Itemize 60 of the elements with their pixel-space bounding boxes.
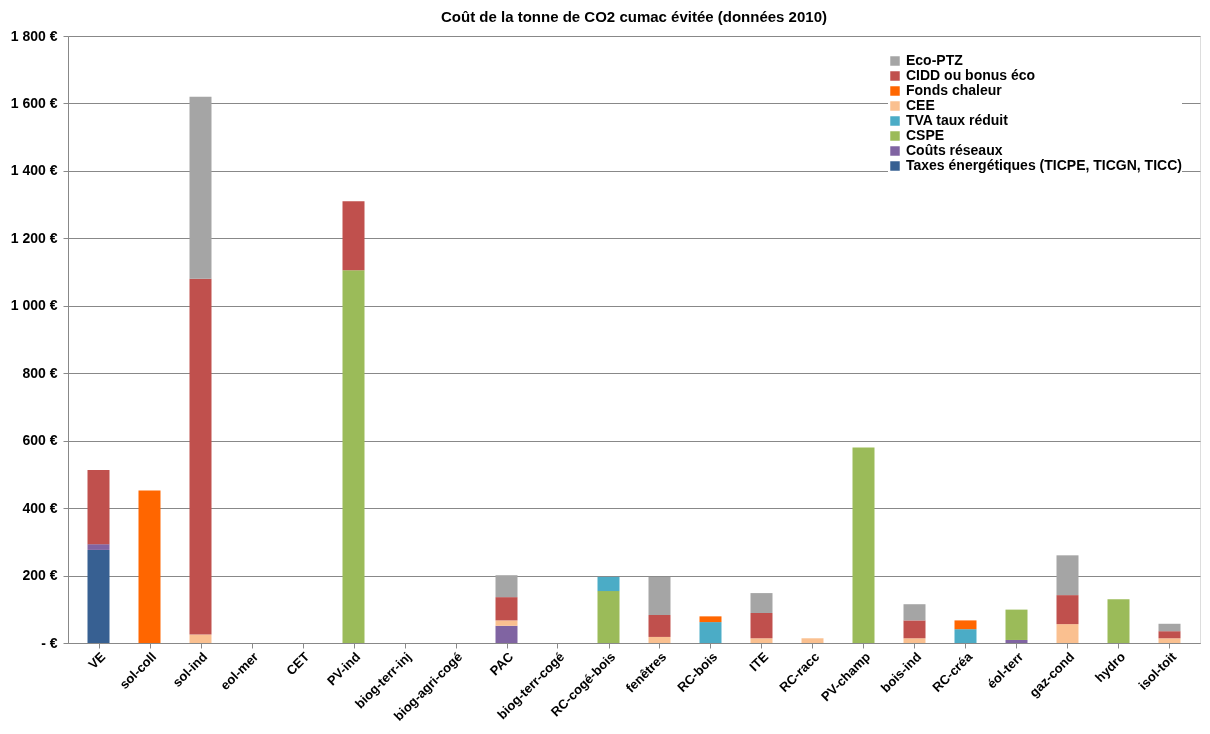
legend-label: CEE [906, 97, 935, 113]
bar [954, 629, 977, 643]
x-tick-label: VE [85, 648, 109, 672]
y-tick-label: 1 600 € [10, 94, 58, 111]
y-tick-label: 800 € [22, 364, 58, 381]
y-tick-label: - € [41, 634, 58, 651]
bar [699, 616, 722, 623]
bar [87, 544, 110, 550]
bar [903, 638, 926, 643]
bar [87, 470, 110, 545]
bar [495, 625, 518, 643]
bar [1158, 638, 1181, 643]
y-tick-label: 200 € [22, 567, 58, 584]
y-tick-label: 1 000 € [10, 297, 58, 314]
y-tick-label: 1 200 € [10, 229, 58, 246]
bar [750, 612, 773, 639]
bar [189, 634, 212, 643]
bar [1005, 609, 1028, 640]
bar [903, 604, 926, 621]
legend-label: CIDD ou bonus éco [906, 67, 1036, 83]
x-tick-label: ITE [746, 648, 772, 674]
bar [495, 597, 518, 621]
bar [1056, 555, 1079, 596]
bar [801, 638, 824, 643]
bar [597, 576, 620, 592]
bar [699, 622, 722, 643]
bar [648, 636, 671, 643]
bar [954, 620, 977, 630]
bar [648, 576, 671, 616]
bar [87, 549, 110, 643]
legend-label: Taxes énergétiques (TICPE, TICGN, TICC) [906, 157, 1182, 173]
y-tick-label: 1 800 € [10, 27, 58, 44]
y-tick-label: 1 400 € [10, 162, 58, 179]
legend-label: Coûts réseaux [906, 142, 1003, 158]
bar [495, 620, 518, 626]
bar [1056, 595, 1079, 625]
bar [1158, 631, 1181, 639]
legend-label: Fonds chaleur [906, 82, 1003, 98]
y-tick-label: 400 € [22, 499, 58, 516]
bar [750, 638, 773, 643]
bar [648, 615, 671, 637]
legend-label: Eco-PTZ [906, 52, 964, 68]
bar [1158, 623, 1181, 632]
bar [750, 593, 773, 613]
chart-title: Coût de la tonne de CO2 cumac évitée (données 2010) [441, 8, 827, 25]
bar [1056, 624, 1079, 643]
bar [138, 490, 161, 643]
y-tick-label: 600 € [22, 432, 58, 449]
bar [495, 575, 518, 598]
legend-label: CSPE [906, 127, 945, 143]
bar [903, 620, 926, 639]
bar [1005, 639, 1028, 643]
bar [1107, 599, 1130, 643]
legend-label: TVA taux réduit [906, 112, 1009, 128]
bar [342, 201, 365, 271]
bar [189, 96, 212, 279]
bar [342, 270, 365, 643]
bar [597, 591, 620, 643]
bar [189, 278, 212, 635]
bar [852, 447, 875, 643]
